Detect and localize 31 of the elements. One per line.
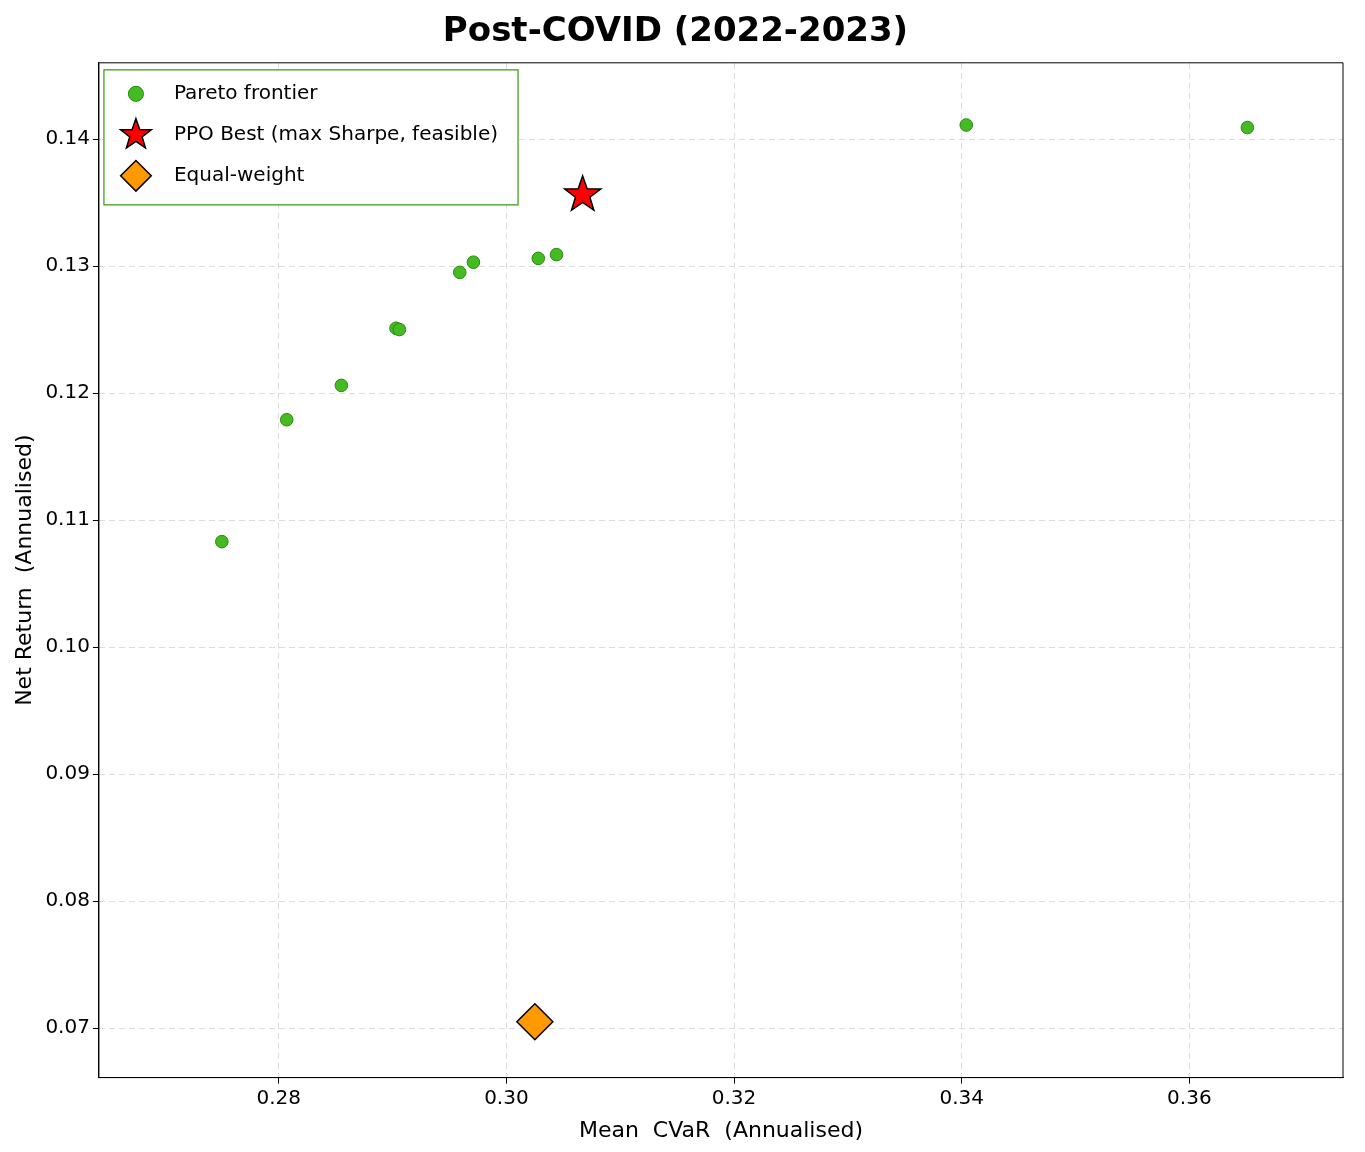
legend-label: Pareto frontier (173, 80, 319, 104)
y-tick-label: 0.07 (45, 1014, 90, 1039)
point (452, 265, 467, 280)
x-tick-label: 0.28 (256, 1084, 302, 1109)
point (516, 1002, 554, 1041)
y-tick-label: 0.08 (45, 887, 90, 912)
point (563, 175, 602, 212)
y-tick-label: 0.09 (45, 760, 90, 785)
y-tick-label: 0.12 (45, 379, 90, 404)
point (549, 247, 564, 262)
chart-title: Post-COVID (2022-2023) (442, 9, 909, 50)
point (215, 534, 229, 549)
y-tick-label: 0.14 (45, 125, 90, 150)
point (531, 251, 546, 266)
y-tick-label: 0.13 (45, 252, 90, 277)
point (334, 378, 349, 393)
legend-label: PPO Best (max Sharpe, feasible) (173, 121, 499, 145)
legend-label: Equal-weight (173, 162, 305, 186)
x-tick-label: 0.34 (939, 1084, 984, 1109)
point (279, 412, 294, 427)
point (959, 118, 974, 132)
point (1240, 120, 1255, 135)
point (392, 322, 407, 337)
point (466, 255, 481, 269)
x-tick-label: 0.36 (1167, 1084, 1212, 1109)
y-tick-label: 0.11 (45, 506, 90, 531)
x-tick-label: 0.30 (484, 1084, 529, 1109)
x-axis-title: Mean CVaR (Annualised) (578, 1116, 864, 1142)
x-tick-label: 0.32 (711, 1084, 757, 1109)
y-axis-title: Net Return (Annualised) (10, 434, 36, 706)
y-tick-label: 0.10 (45, 633, 90, 658)
